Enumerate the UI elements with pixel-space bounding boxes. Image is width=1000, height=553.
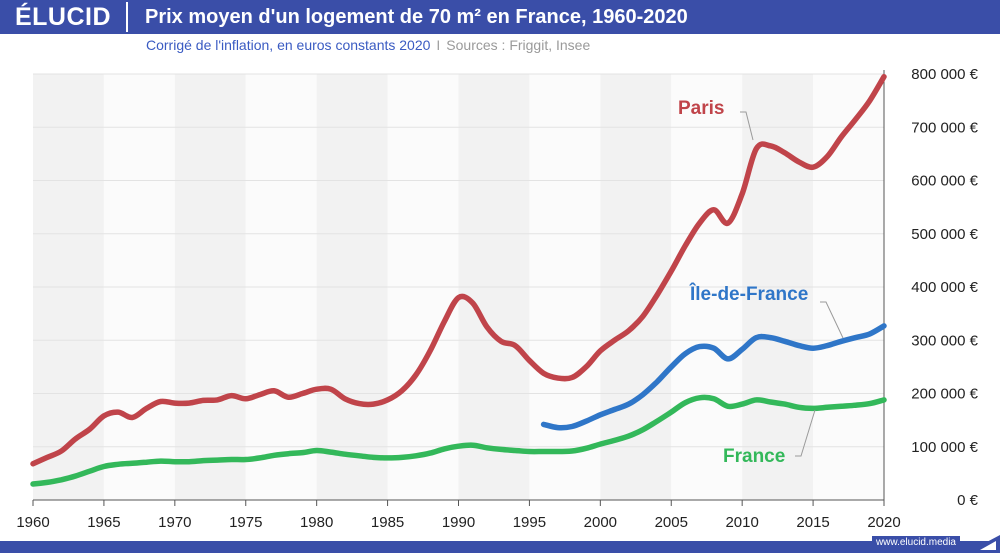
website-link[interactable]: www.elucid.media xyxy=(871,536,960,550)
x-tick-label: 1985 xyxy=(371,514,404,531)
elucid-logo[interactable]: ÉLUCID xyxy=(14,3,112,31)
series-line-france xyxy=(30,394,887,487)
subtitle-inflation-note: Corrigé de l'inflation, en euros constan… xyxy=(146,37,431,53)
y-tick-label: 400 000 € xyxy=(911,279,978,296)
x-tick-label: 2005 xyxy=(655,514,688,531)
chart-title: Prix moyen d'un logement de 70 m² en Fra… xyxy=(145,6,688,28)
series-label-france: France xyxy=(723,446,785,467)
x-tick-label: 1965 xyxy=(87,514,120,531)
x-tick-label: 1975 xyxy=(229,514,262,531)
x-tick-label: 1960 xyxy=(16,514,49,531)
y-tick-label: 200 000 € xyxy=(911,386,978,403)
label-leader-line xyxy=(820,301,844,339)
y-tick-label: 800 000 € xyxy=(911,66,978,83)
series-line-paris xyxy=(30,73,887,467)
series-line-ile-de-france xyxy=(540,323,887,431)
logo-divider xyxy=(126,2,128,32)
x-tick-label: 2020 xyxy=(867,514,900,531)
y-tick-label: 0 € xyxy=(957,492,979,509)
y-tick-label: 600 000 € xyxy=(911,173,978,190)
subtitle-separator: I xyxy=(436,37,441,53)
corner-arrow-icon xyxy=(966,535,1000,553)
label-leader-line xyxy=(740,111,754,141)
subtitle-sources: Sources : Friggit, Insee xyxy=(446,37,591,53)
y-tick-label: 700 000 € xyxy=(911,119,978,136)
series-label-paris: Paris xyxy=(678,98,724,119)
y-tick-label: 300 000 € xyxy=(911,332,978,349)
x-tick-label: 2010 xyxy=(725,514,758,531)
header-bar: ÉLUCID Prix moyen d'un logement de 70 m²… xyxy=(0,0,1000,34)
label-leader-line xyxy=(795,409,816,457)
x-tick-label: 1980 xyxy=(300,514,333,531)
y-tick-label: 100 000 € xyxy=(911,439,978,456)
x-tick-label: 1970 xyxy=(158,514,191,531)
x-tick-label: 2015 xyxy=(796,514,829,531)
series-label-ile-de-france: Île-de-France xyxy=(689,283,808,305)
footer-bar xyxy=(0,541,1000,553)
chart-subtitle: Corrigé de l'inflation, en euros constan… xyxy=(146,37,590,53)
x-tick-label: 1995 xyxy=(513,514,546,531)
x-tick-label: 1990 xyxy=(442,514,475,531)
y-tick-label: 500 000 € xyxy=(911,226,978,243)
x-tick-label: 2000 xyxy=(584,514,617,531)
